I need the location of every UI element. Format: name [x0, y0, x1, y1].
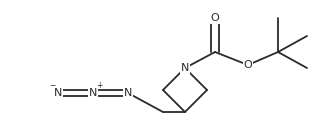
- Text: −: −: [49, 82, 55, 91]
- Text: N: N: [54, 88, 62, 98]
- Text: N: N: [181, 63, 189, 73]
- Text: O: O: [244, 60, 252, 70]
- Text: N: N: [124, 88, 132, 98]
- Text: O: O: [211, 13, 219, 23]
- Text: N: N: [89, 88, 97, 98]
- Text: +: +: [96, 82, 102, 91]
